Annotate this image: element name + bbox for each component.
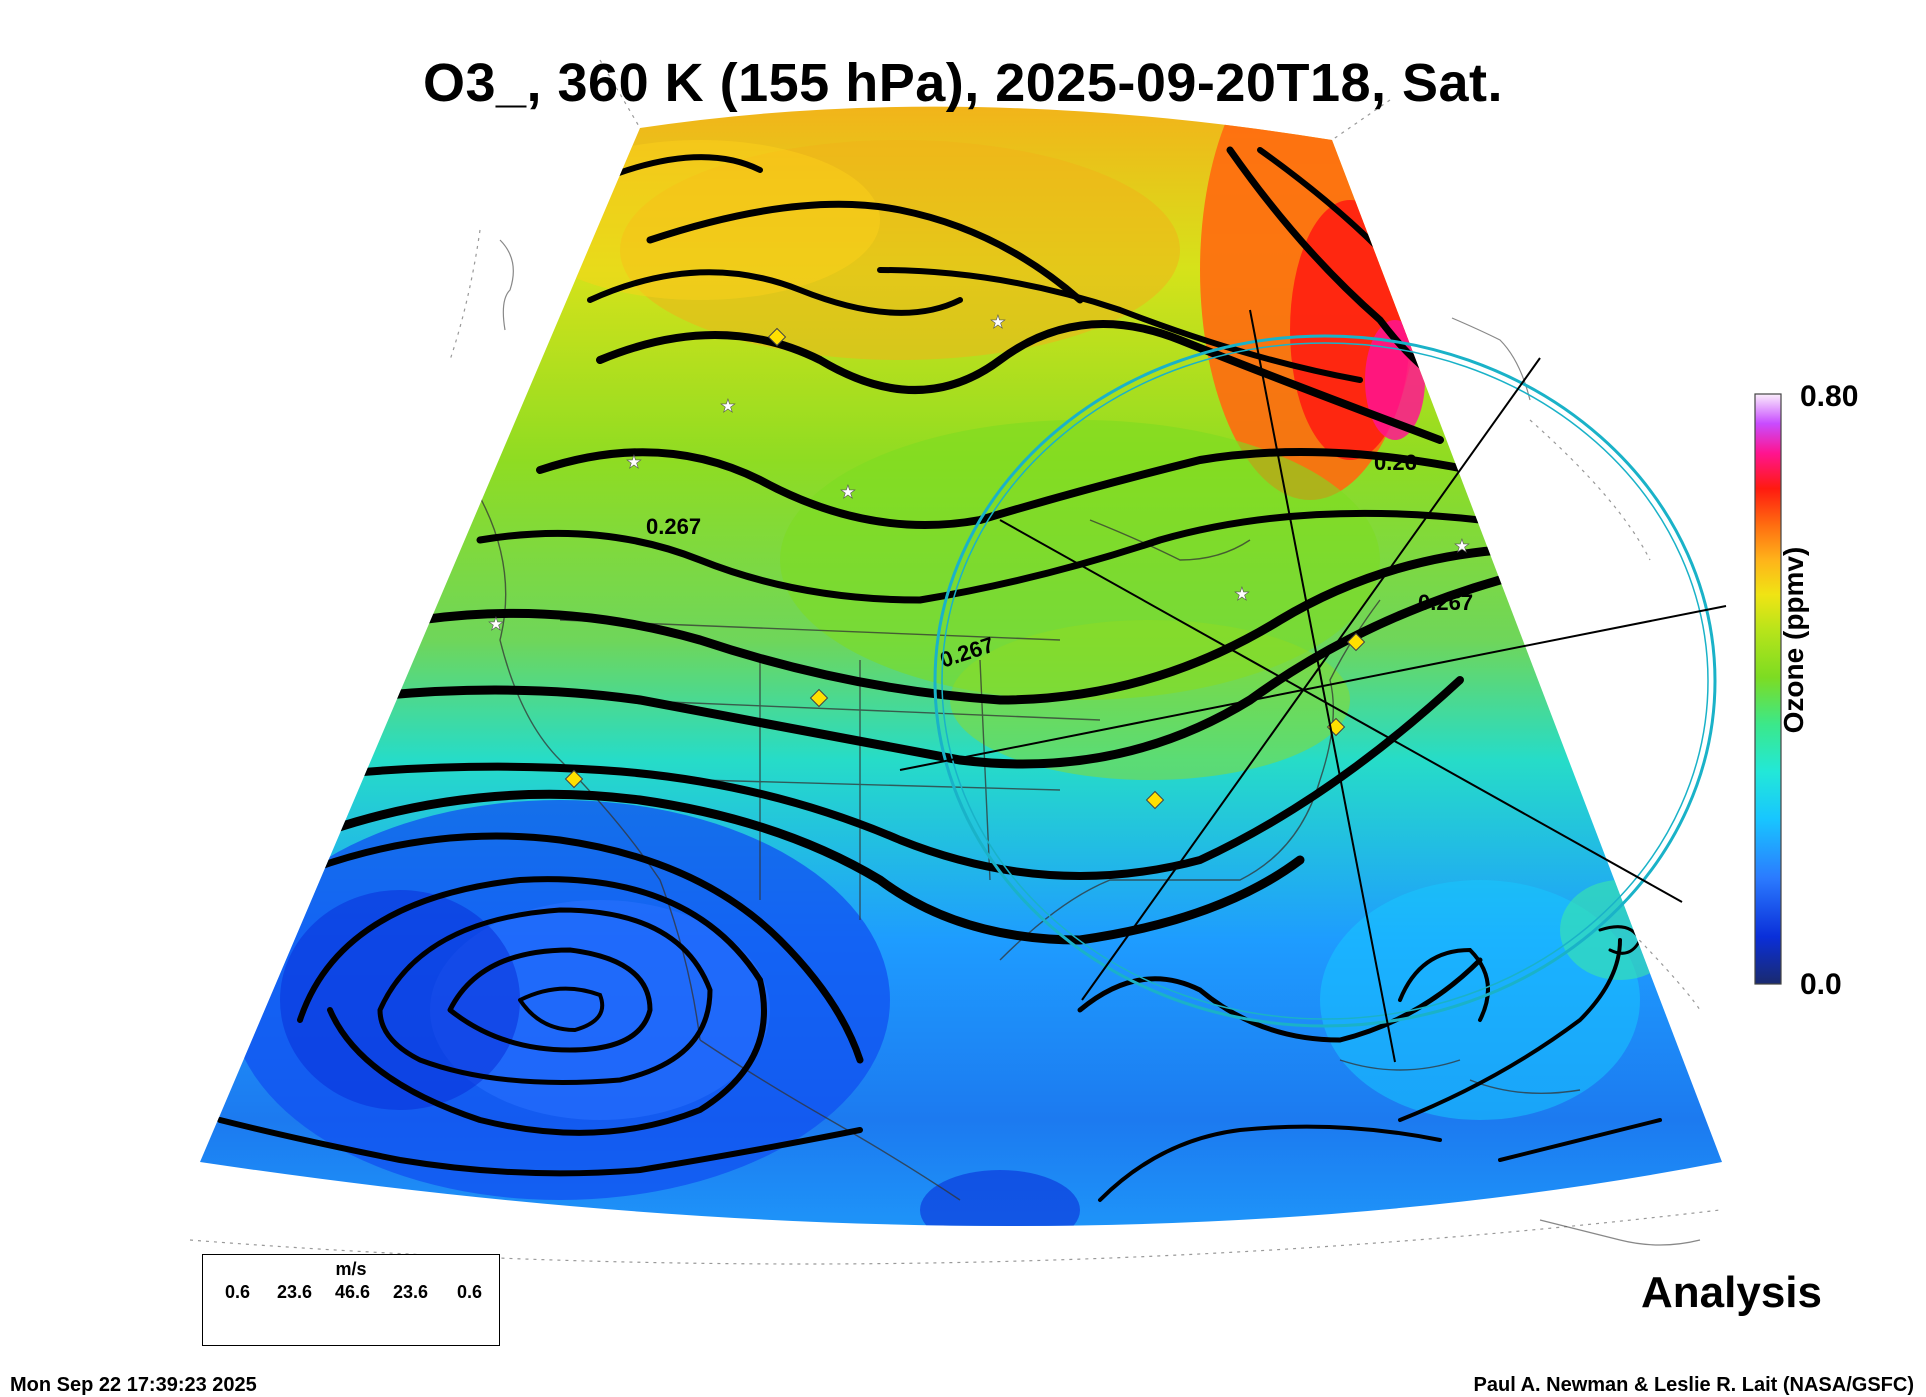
timestamp: Mon Sep 22 17:39:23 2025 — [10, 1374, 257, 1396]
analysis-label: Analysis — [1641, 1268, 1822, 1317]
credit: Paul A. Newman & Leslie R. Lait (NASA/GS… — [1473, 1374, 1914, 1396]
colorbar-min-label: 0.0 — [1800, 968, 1842, 1001]
svg-text:★: ★ — [720, 396, 736, 416]
wind-legend: m/s 0.6 23.6 46.6 23.6 0.6 — [202, 1254, 500, 1346]
wind-legend-tick: 46.6 — [335, 1282, 371, 1302]
page-title: O3_, 360 K (155 hPa), 2025-09-20T18, Sat… — [422, 53, 1504, 113]
colorbar-max-label: 0.80 — [1800, 380, 1859, 413]
svg-text:★: ★ — [1234, 584, 1250, 604]
wind-legend-tick: 23.6 — [277, 1282, 313, 1302]
colorbar — [1754, 393, 1782, 985]
svg-text:★: ★ — [1454, 536, 1470, 556]
contour-label: 0.26 — [1374, 450, 1417, 475]
svg-text:★: ★ — [626, 452, 642, 472]
svg-text:★: ★ — [990, 312, 1006, 332]
ozone-field: ★★★ ★★★ ★ 0.267 0.267 0.26 0.267 — [200, 106, 1722, 1227]
satellite-ring — [899, 309, 1727, 1063]
contour-label: 0.267 — [1418, 590, 1473, 615]
contour-label: 0.267 — [646, 514, 701, 539]
wind-legend-tick: 0.6 — [225, 1282, 251, 1302]
site-markers: ★ ★ ★ ★ ★ ★ ★ — [488, 312, 1470, 810]
wind-legend-unit: m/s — [335, 1259, 367, 1279]
colorbar-axis-title: Ozone (ppmv) — [1778, 546, 1809, 734]
wind-streamlines — [217, 146, 1662, 1202]
wind-legend-tick: 0.6 — [457, 1282, 483, 1302]
wind-legend-tick: 23.6 — [393, 1282, 429, 1302]
svg-text:★: ★ — [840, 482, 856, 502]
svg-text:★: ★ — [488, 614, 504, 634]
